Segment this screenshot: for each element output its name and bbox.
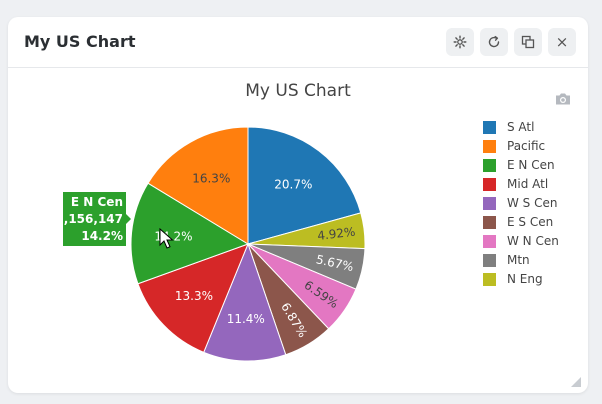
tooltip-value: 2,156,147: [55, 212, 123, 226]
mouse-cursor-icon: [159, 227, 174, 249]
slice-label-w-s-cen: 11.4%: [227, 312, 265, 326]
legend-swatch-e-n-cen[interactable]: [483, 159, 496, 172]
settings-button[interactable]: [446, 28, 474, 56]
close-icon: ×: [555, 32, 569, 51]
slice-label-s-atl: 20.7%: [274, 177, 312, 191]
slice-label-n-eng: 4.92%: [317, 225, 356, 243]
chart-area: My US Chart 20.7% 16.3% 14.2% 13.3% 11.4% 6.8…: [8, 68, 588, 393]
legend-label-mid-atl[interactable]: Mid Atl: [507, 177, 548, 191]
legend-label-n-eng[interactable]: N Eng: [507, 272, 543, 286]
pie-slice-s-atl[interactable]: [247, 126, 362, 245]
pie-slices: [130, 126, 366, 362]
resize-handle[interactable]: [568, 373, 582, 387]
camera-button[interactable]: [554, 91, 572, 107]
slice-label-pacific: 16.3%: [192, 172, 230, 186]
legend-swatch-mtn[interactable]: [483, 254, 496, 267]
pie-slice-w-s-cen[interactable]: [203, 242, 287, 362]
legend: S Atl Pacific E N Cen Mid Atl W S Cen E S Cen…: [483, 120, 559, 286]
legend-label-e-s-cen[interactable]: E S Cen: [507, 215, 553, 229]
pie-chart: My US Chart 20.7%16.3%14.2%13.3%11.4% 6.8…: [55, 81, 559, 362]
duplicate-icon: [521, 35, 535, 49]
legend-swatch-e-s-cen[interactable]: [483, 216, 496, 229]
legend-label-mtn[interactable]: Mtn: [507, 253, 530, 267]
legend-label-w-s-cen[interactable]: W S Cen: [507, 196, 557, 210]
legend-label-pacific[interactable]: Pacific: [507, 139, 545, 153]
tooltip-label: E N Cen: [71, 195, 123, 209]
refresh-icon: [488, 35, 500, 48]
hover-tooltip: E N Cen 2,156,147 14.2%: [55, 192, 131, 246]
legend-swatch-w-n-cen[interactable]: [483, 235, 496, 248]
gear-icon: [453, 35, 467, 49]
tooltip-box: [63, 192, 131, 246]
slice-label-mid-atl: 13.3%: [175, 289, 213, 303]
legend-label-e-n-cen[interactable]: E N Cen: [507, 158, 555, 172]
pie-slice-pacific[interactable]: [147, 126, 249, 245]
refresh-button[interactable]: [480, 28, 508, 56]
chart-card: My US Chart: [8, 17, 588, 393]
legend-label-s-atl[interactable]: S Atl: [507, 120, 534, 134]
legend-swatch-w-s-cen[interactable]: [483, 197, 496, 210]
card-title: My US Chart: [24, 32, 136, 51]
legend-swatch-n-eng[interactable]: [483, 273, 496, 286]
legend-swatch-pacific[interactable]: [483, 140, 496, 153]
legend-label-w-n-cen[interactable]: W N Cen: [507, 234, 559, 248]
pie-slice-e-n-cen[interactable]: [130, 182, 250, 285]
camera-icon: [556, 93, 570, 105]
chart-title: My US Chart: [245, 81, 351, 101]
card-header: My US Chart: [8, 17, 588, 68]
duplicate-button[interactable]: [514, 28, 542, 56]
pie-slice-mid-atl[interactable]: [137, 243, 249, 353]
tooltip-percent: 14.2%: [81, 229, 123, 243]
resize-icon: [571, 377, 581, 387]
close-button[interactable]: ×: [548, 28, 576, 56]
legend-swatch-s-atl[interactable]: [483, 121, 496, 134]
legend-swatch-mid-atl[interactable]: [483, 178, 496, 191]
